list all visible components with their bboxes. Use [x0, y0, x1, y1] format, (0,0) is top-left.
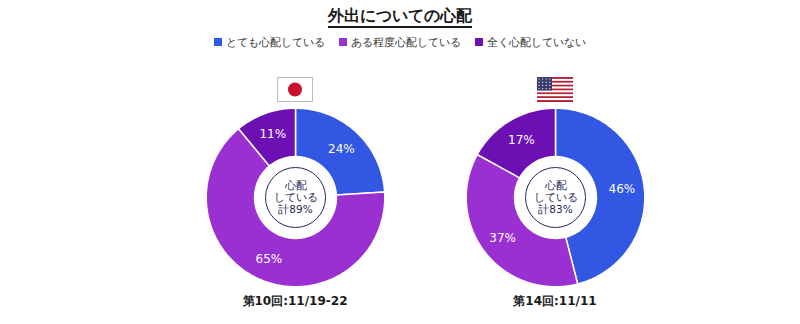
html-text:第14回:11/11: 第14回:11/11 — [513, 294, 597, 308]
html-text:ある程度心配している: ある程度心配している — [351, 36, 461, 48]
svg-text:37%: 37% — [489, 231, 516, 245]
html-text:第10回:11/19-22: 第10回:11/19-22 — [242, 294, 348, 308]
svg-text:46%: 46% — [609, 182, 636, 196]
svg-text:65%: 65% — [256, 252, 283, 266]
html-text:外出についての心配: 外出についての心配 — [328, 6, 472, 25]
html-text:全く心配していない: 全く心配していない — [487, 36, 586, 48]
html-text:とても心配している: とても心配している — [226, 36, 325, 48]
svg-text:24%: 24% — [328, 142, 355, 156]
svg-text:17%: 17% — [508, 133, 535, 147]
svg-text:心配している計83%: 心配している計83% — [534, 179, 578, 215]
svg-text:11%: 11% — [259, 127, 286, 141]
svg-text:心配している計89%: 心配している計89% — [274, 179, 318, 215]
